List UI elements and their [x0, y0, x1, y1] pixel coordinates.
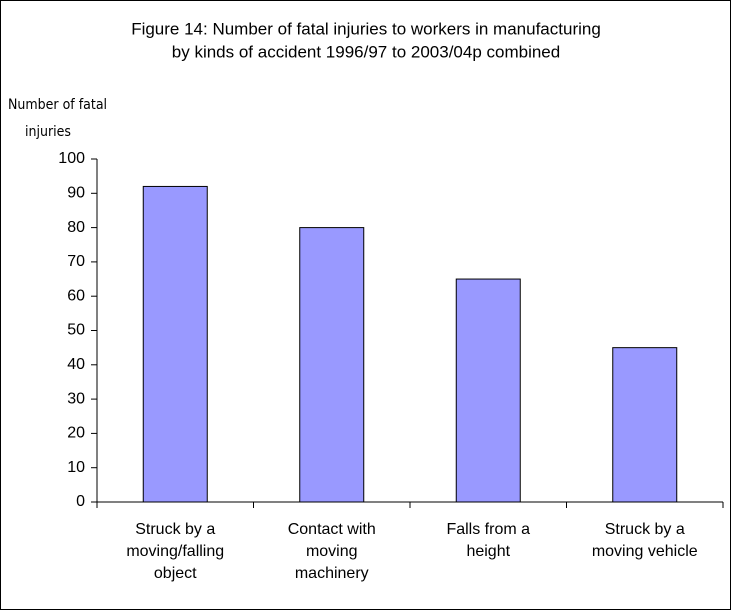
y-axis-label: injuries [25, 124, 71, 140]
x-tick-label: Falls from a height [446, 521, 531, 560]
y-tick-label: 50 [67, 322, 85, 339]
x-tick-label: Struck by a moving vehicle [591, 521, 698, 560]
y-tick-label: 40 [67, 356, 85, 373]
chart-title: by kinds of accident 1996/97 to 2003/04p… [172, 42, 560, 61]
y-tick-label: 90 [67, 185, 85, 202]
y-tick-label: 70 [67, 253, 85, 270]
x-tick-label: Contact with moving machinery [287, 521, 376, 582]
y-axis-label: Number of fatal [8, 97, 107, 113]
y-tick-label: 100 [58, 150, 85, 167]
x-tick-label: Struck by a moving/falling object [126, 521, 225, 582]
bar [142, 185, 208, 503]
y-tick-label: 80 [67, 219, 85, 236]
y-tick-label: 60 [67, 287, 85, 304]
y-tick-label: 20 [67, 425, 85, 442]
y-tick-label: 10 [67, 459, 85, 476]
y-tick-label: 0 [76, 493, 85, 510]
bar [299, 227, 365, 503]
chart-title: Figure 14: Number of fatal injuries to w… [131, 19, 601, 38]
bar [612, 347, 678, 503]
y-tick-label: 30 [67, 390, 85, 407]
bar [455, 278, 521, 503]
